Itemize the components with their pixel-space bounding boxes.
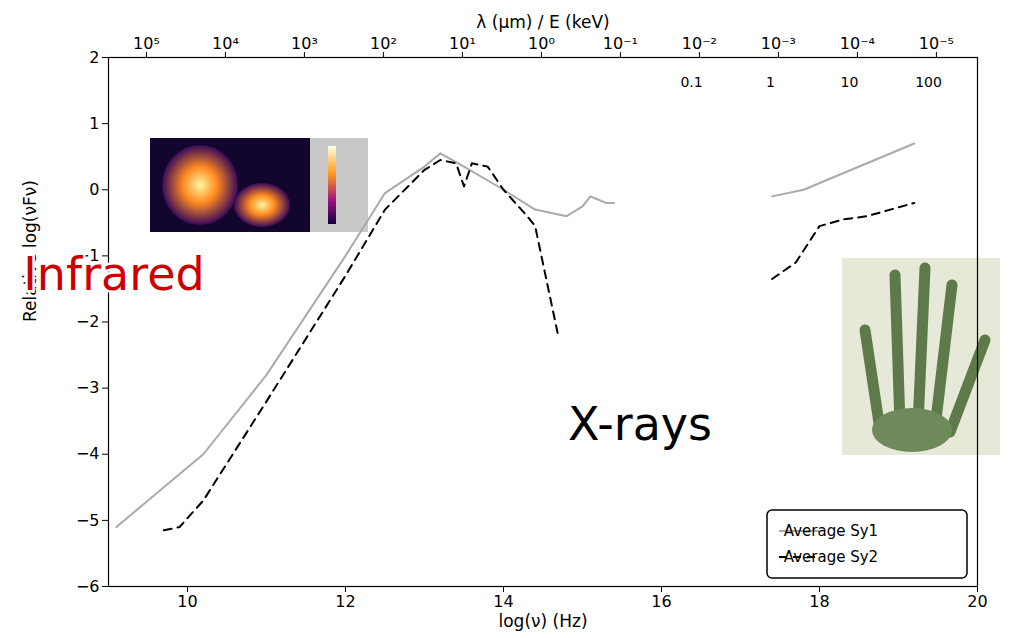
svg-text:−3: −3 — [76, 378, 100, 397]
svg-text:Average Sy2: Average Sy2 — [784, 548, 878, 566]
svg-text:10⁴: 10⁴ — [212, 34, 239, 53]
svg-text:X-rays: X-rays — [568, 397, 712, 451]
svg-text:10¹: 10¹ — [449, 34, 476, 53]
svg-text:14: 14 — [493, 592, 513, 611]
svg-text:1: 1 — [89, 114, 99, 133]
svg-text:10³: 10³ — [291, 34, 318, 53]
svg-text:Infrared: Infrared — [23, 247, 204, 301]
svg-text:10⁰: 10⁰ — [528, 34, 555, 53]
svg-text:10⁻¹: 10⁻¹ — [603, 34, 638, 53]
svg-text:−4: −4 — [76, 444, 100, 463]
svg-text:2: 2 — [89, 48, 99, 67]
svg-text:−5: −5 — [76, 510, 100, 529]
svg-text:10: 10 — [177, 592, 197, 611]
svg-text:1: 1 — [766, 74, 775, 90]
svg-text:10⁻²: 10⁻² — [682, 34, 717, 53]
svg-text:0.1: 0.1 — [680, 74, 702, 90]
svg-text:10⁻³: 10⁻³ — [761, 34, 796, 53]
svg-text:10⁻⁴: 10⁻⁴ — [840, 34, 875, 53]
svg-text:λ (µm) / E (keV): λ (µm) / E (keV) — [476, 12, 609, 32]
svg-text:0: 0 — [89, 180, 99, 199]
svg-text:log(ν) (Hz): log(ν) (Hz) — [498, 611, 587, 631]
svg-text:10²: 10² — [370, 34, 397, 53]
svg-text:10⁵: 10⁵ — [133, 34, 160, 53]
svg-text:10⁻⁵: 10⁻⁵ — [919, 34, 954, 53]
svg-text:−6: −6 — [76, 577, 100, 596]
svg-text:10: 10 — [841, 74, 859, 90]
svg-text:Average Sy1: Average Sy1 — [784, 522, 878, 540]
svg-text:18: 18 — [809, 592, 829, 611]
svg-text:12: 12 — [335, 592, 355, 611]
svg-text:16: 16 — [651, 592, 671, 611]
svg-text:−2: −2 — [76, 312, 100, 331]
svg-text:20: 20 — [967, 592, 987, 611]
svg-text:100: 100 — [915, 74, 942, 90]
